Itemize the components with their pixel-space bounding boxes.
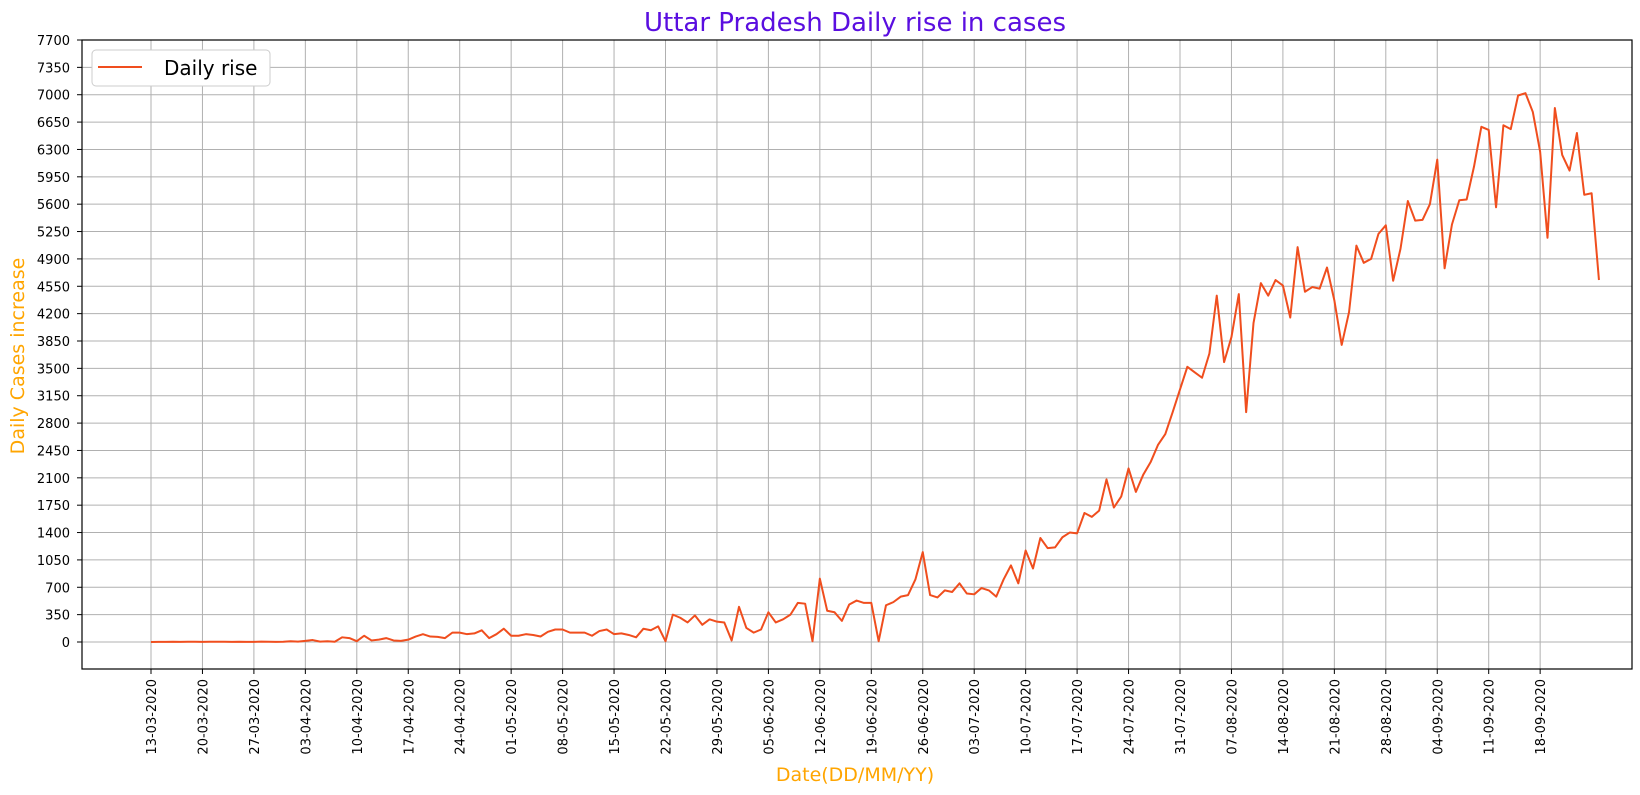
- x-tick-label: 11-09-2020: [1483, 679, 1498, 755]
- x-tick-label: 17-04-2020: [402, 679, 417, 755]
- y-tick-label: 2450: [37, 444, 70, 459]
- x-tick-label: 10-07-2020: [1020, 679, 1035, 755]
- x-tick-label: 21-08-2020: [1328, 679, 1343, 755]
- plot-frame: [81, 39, 1633, 670]
- y-tick-label: 6650: [37, 116, 70, 131]
- x-tick-label: 05-06-2020: [762, 679, 777, 755]
- y-tick-label: 2100: [37, 472, 70, 487]
- y-tick-label: 5250: [37, 226, 70, 241]
- x-tick-label: 29-05-2020: [711, 679, 726, 755]
- y-tick-label: 0: [62, 636, 70, 651]
- y-tick-label: 3150: [37, 390, 70, 405]
- x-tick-label: 15-05-2020: [608, 679, 623, 755]
- y-tick-label: 2800: [37, 417, 70, 432]
- y-tick-label: 7350: [37, 61, 70, 76]
- y-tick-label: 4550: [37, 280, 70, 295]
- x-tick-label: 18-09-2020: [1534, 679, 1549, 755]
- y-tick-label: 7700: [37, 34, 70, 49]
- x-tick-label: 01-05-2020: [505, 679, 520, 755]
- x-axis-label: Date(DD/MM/YY): [776, 764, 934, 786]
- y-tick-label: 3500: [37, 362, 70, 377]
- x-tick-label: 26-06-2020: [917, 679, 932, 755]
- y-tick-label: 1750: [37, 499, 70, 514]
- legend: Daily rise: [91, 49, 271, 87]
- y-tick-label: 6300: [37, 143, 70, 158]
- x-tick-label: 17-07-2020: [1071, 679, 1086, 755]
- y-tick-label: 4900: [37, 253, 70, 268]
- x-axis: 13-03-2020 20-03-2020 27-03-2020 03-04-2020…: [145, 669, 1549, 755]
- legend-label: Daily rise: [164, 56, 257, 80]
- x-tick-label: 31-07-2020: [1174, 679, 1189, 755]
- x-tick-label: 14-08-2020: [1277, 679, 1292, 755]
- x-tick-label: 28-08-2020: [1380, 679, 1395, 755]
- x-tick-label: 03-07-2020: [968, 679, 983, 755]
- y-tick-label: 700: [45, 581, 70, 596]
- y-tick-label: 5950: [37, 171, 70, 186]
- x-tick-label: 24-04-2020: [454, 679, 469, 755]
- chart-title: Uttar Pradesh Daily rise in cases: [644, 8, 1066, 38]
- x-tick-label: 08-05-2020: [557, 679, 572, 755]
- y-tick-label: 5600: [37, 198, 70, 213]
- x-tick-label: 10-04-2020: [351, 679, 366, 755]
- y-axis: 0 350 700 1050 1400 1750 2100 2450 2800 3150 3500 3…: [37, 34, 82, 651]
- y-axis-label: Daily Cases increase: [7, 258, 29, 455]
- y-tick-label: 3850: [37, 335, 70, 350]
- x-tick-label: 27-03-2020: [248, 679, 263, 755]
- x-tick-label: 24-07-2020: [1123, 679, 1138, 755]
- y-tick-label: 1400: [37, 527, 70, 542]
- x-tick-label: 19-06-2020: [865, 679, 880, 755]
- y-tick-label: 1050: [37, 554, 70, 569]
- x-tick-label: 22-05-2020: [660, 679, 675, 755]
- x-tick-label: 03-04-2020: [299, 679, 314, 755]
- y-tick-label: 4200: [37, 308, 70, 323]
- x-tick-label: 07-08-2020: [1225, 679, 1240, 755]
- legend-box: [91, 49, 271, 87]
- y-tick-label: 7000: [37, 89, 70, 104]
- y-tick-label: 350: [45, 609, 70, 624]
- x-tick-label: 20-03-2020: [196, 679, 211, 755]
- grid: [82, 39, 1632, 669]
- x-tick-label: 04-09-2020: [1431, 679, 1446, 755]
- x-tick-label: 12-06-2020: [814, 679, 829, 755]
- daily-rise-line: [150, 92, 1600, 643]
- x-tick-label: 13-03-2020: [145, 679, 160, 755]
